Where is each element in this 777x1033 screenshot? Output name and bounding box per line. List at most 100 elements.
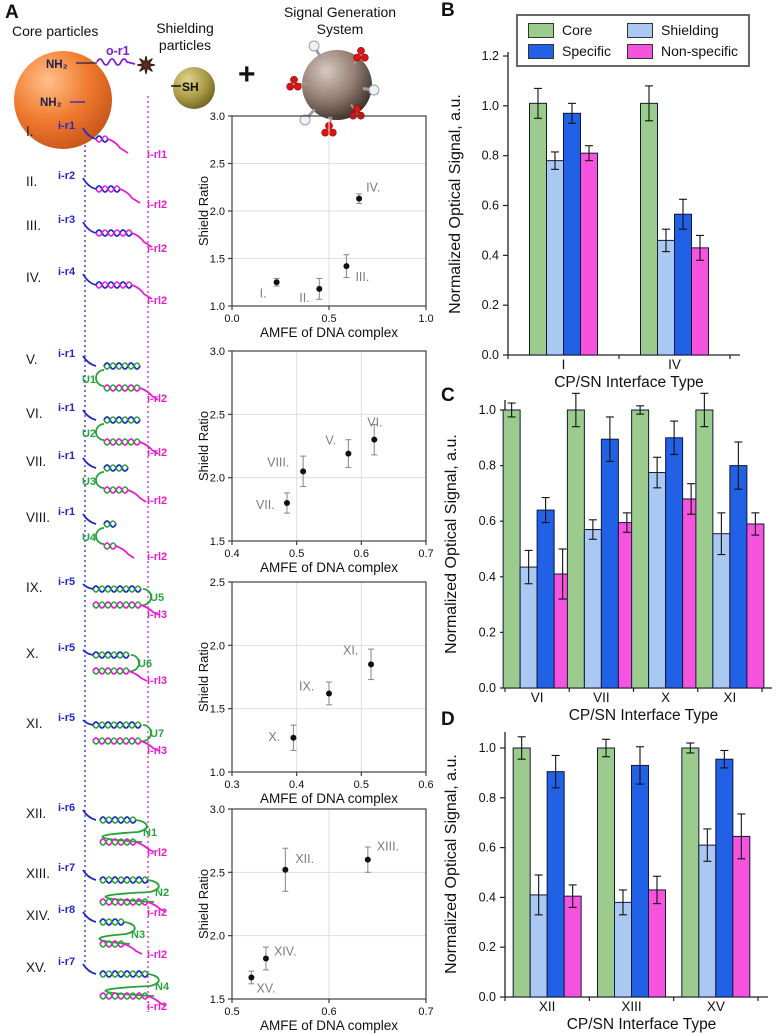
left-strand-label: i-r6 [58,802,75,814]
y-tick-label: 2.5 [210,159,225,171]
bar-chart-b: 0.0 0.2 0.4 0.6 0.8 1.0 1.2 I IV CP/SN Interface … [447,49,740,391]
x-tick-label: 0.5 [321,313,336,325]
complex-numeral: XI. [26,716,43,731]
y-tick-label: 2.0 [210,206,225,218]
strand-lead [140,604,160,616]
u-loop [142,588,152,606]
point-label: XI. [343,643,358,657]
antibody-icon [290,75,298,84]
point-label: III. [355,270,369,284]
y-tick-label: 0.8 [479,459,496,473]
loop-label: N3 [131,929,145,941]
left-strand-label: i-r5 [58,712,75,724]
bar-shielding [614,901,632,998]
y-tick-label: 0.4 [479,890,496,904]
dna-strand [92,585,142,593]
quencher-star-icon [136,55,156,75]
bar-core [502,409,521,689]
y-tick-label: 0.8 [482,149,499,163]
x-axis-label: CP/SN Interface Type [569,707,719,724]
strand-lead [139,387,159,401]
strand-lead [82,869,97,881]
legend-label: Non-specific [661,43,739,59]
u-loop [130,654,140,672]
right-strand-label: i-rl2 [147,551,167,563]
plus-sign: + [238,58,256,91]
signal-nanoparticle-sphere [302,50,372,120]
bar-non-specific [563,895,582,998]
right-strand-label: i-rl2 [147,949,167,961]
scatter-point [273,279,280,286]
o-r1-label: o-r1 [106,44,130,58]
n-loop [98,921,136,945]
y-tick-label: 0.6 [482,199,499,213]
dna-strand [92,651,130,659]
x-axis-label: CP/SN Interface Type [554,374,704,391]
bar-core [529,102,547,356]
complex-numeral: VII. [26,454,46,469]
dna-strand [99,838,137,846]
antibody-icon [293,82,302,91]
point-label: IX. [299,679,314,693]
dna-strand [99,992,149,1000]
scatter-point [343,263,350,270]
plot-frame [231,350,427,542]
y-tick-label: 0.0 [482,348,499,362]
y-tick-label: 1.0 [479,403,496,417]
left-strand-label: i-r5 [58,642,75,654]
core-particles-caption: Core particles [12,23,99,39]
x-tick-label: 0.6 [321,1006,336,1018]
complex-numeral: V. [26,352,38,367]
nh2-label: NH₂ [40,97,62,109]
complex-numeral: XV. [26,960,47,975]
left-strand-label: i-r8 [58,904,75,916]
dna-strand [92,721,142,729]
category-label: XII [539,999,556,1014]
y-tick-label: 0.4 [482,248,499,262]
scatter-point [262,955,269,962]
u-loop [95,471,105,489]
panel-label-b: B [441,0,455,21]
x-tick-label: 0.3 [224,779,239,791]
dna-strand [99,918,125,926]
bar-specific [729,465,748,689]
bar-specific [631,764,649,998]
x-axis-label: CP/SN Interface Type [567,1016,717,1033]
scatter-point [300,468,307,475]
dna-strand [92,737,142,745]
strand-lead [82,355,97,367]
y-tick-label: 0.8 [479,791,496,805]
y-tick-label: 3.0 [210,346,225,358]
legend-label: Core [562,22,593,38]
bar-chart-c: 0.0 0.2 0.4 0.6 0.8 1.0 VI VII X XI CP/SN Interfac… [443,392,772,724]
y-tick-label: 2.0 [210,931,225,943]
scatter-plot-3: 0.3 0.4 0.5 0.6 1.0 1.5 2.0 2.5 X. IX. XI. AMFE of … [196,577,434,806]
antibody-icon [360,53,369,62]
bar-core [695,409,714,689]
y-tick-label: 2.0 [210,473,225,485]
strand-lead [82,457,97,469]
bar-non-specific [691,247,709,356]
y-tick-label: 0.4 [479,570,496,584]
dna-strand [103,384,141,392]
x-tick-label: 0.5 [289,548,304,560]
loop-label: N4 [155,981,170,993]
bar-chart-d: 0.0 0.2 0.4 0.6 0.8 1.0 XII XIII XV CP/SN Interfa… [443,732,768,1033]
left-strand-label: i-r1 [58,120,75,132]
bar-shielding [583,529,602,689]
strand-lead [82,221,97,234]
point-label: VIII. [267,455,289,469]
dna-strand [99,970,149,978]
category-label: XI [723,690,736,705]
x-tick-label: 0.6 [354,548,369,560]
scatter-point [356,195,363,202]
complex-numeral: II. [26,174,37,189]
right-strand-label: i-rl1 [147,149,167,161]
left-strand-label: i-r1 [58,402,75,414]
x-tick-label: 0.4 [289,779,304,791]
loop-label: N2 [155,887,169,899]
scatter-plot-4: 0.5 0.6 0.7 1.5 2.0 2.5 3.0 XV. XIV. XII. XIII. AMF… [196,804,434,1033]
n-loop [104,879,160,903]
right-strand-label: i-rl2 [147,295,167,307]
